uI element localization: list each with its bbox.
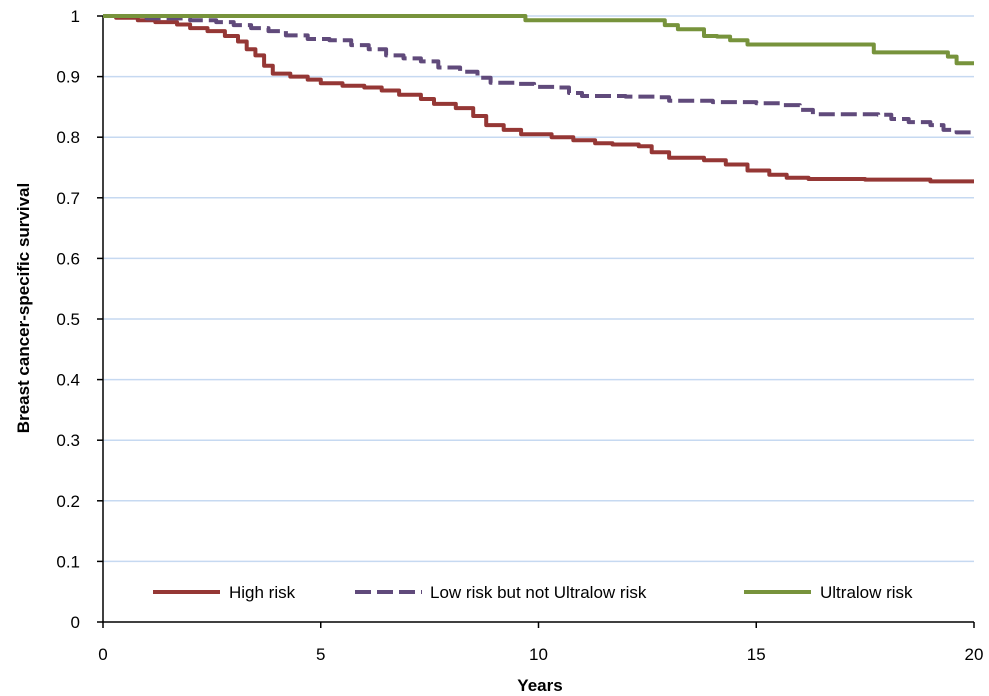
y-tick-label: 0.5 (56, 310, 80, 329)
x-axis-title: Years (517, 676, 562, 695)
x-tick-label: 5 (316, 645, 325, 664)
y-tick-label: 0.6 (56, 249, 80, 268)
x-tick-label: 15 (747, 645, 766, 664)
x-tick-label: 0 (98, 645, 107, 664)
legend-label-3: Ultralow risk (820, 583, 913, 602)
y-tick-label: 1 (71, 7, 80, 26)
y-tick-label: 0.4 (56, 371, 80, 390)
y-tick-label: 0 (71, 613, 80, 632)
y-tick-label: 0.3 (56, 431, 80, 450)
y-tick-label: 0.7 (56, 189, 80, 208)
y-tick-label: 0.1 (56, 552, 80, 571)
legend: High risk Low risk but not Ultralow risk U… (153, 583, 913, 602)
y-tick-labels: 0 0.1 0.2 0.3 0.4 0.5 0.6 0.7 0.8 0.9 1 (56, 7, 80, 632)
y-tick-label: 0.2 (56, 492, 80, 511)
y-axis-title: Breast cancer-specific survival (14, 183, 33, 433)
y-tick-label: 0.8 (56, 128, 80, 147)
series-line-2 (103, 14, 974, 135)
legend-label-1: High risk (229, 583, 296, 602)
gridlines (103, 15, 974, 563)
y-tick-label: 0.9 (56, 68, 80, 87)
x-tick-label: 20 (965, 645, 984, 664)
x-tick-labels: 0 5 10 15 20 (98, 645, 983, 664)
legend-label-2: Low risk but not Ultralow risk (430, 583, 647, 602)
series-lines (103, 14, 974, 184)
series-line-1 (103, 14, 974, 184)
axes (97, 15, 975, 628)
series-line-3 (103, 14, 974, 66)
x-tick-label: 10 (529, 645, 548, 664)
